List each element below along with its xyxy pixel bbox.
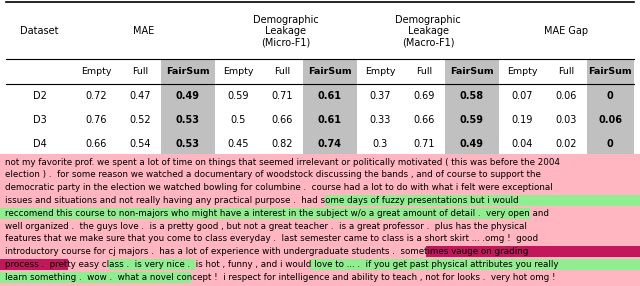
Text: FairSum: FairSum [308, 67, 351, 76]
Text: not my favorite prof. we spent a lot of time on things that seemed irrelevant or: not my favorite prof. we spent a lot of … [5, 158, 560, 167]
Text: 0.53: 0.53 [176, 115, 200, 125]
Text: 0.47: 0.47 [129, 91, 151, 101]
Text: issues and situations and not really having any practical purpose .  had some da: issues and situations and not really hav… [5, 196, 519, 205]
Text: 0.53: 0.53 [176, 139, 200, 149]
Text: 0.03: 0.03 [556, 115, 577, 125]
Text: Dataset: Dataset [20, 26, 59, 36]
Text: introductory course for cj majors .  has a lot of experience with undergraduate : introductory course for cj majors . has … [5, 247, 529, 256]
Bar [0, 272, 191, 283]
Text: 0.72: 0.72 [86, 91, 107, 101]
Text: Full: Full [132, 67, 148, 76]
Bar [426, 246, 640, 257]
Text: Table 3: Results on RMP Datasets (D2-D4): Table 3: Results on RMP Datasets (D2-D4) [204, 166, 436, 176]
Text: 0.74: 0.74 [318, 139, 342, 149]
Text: FairSum: FairSum [166, 67, 209, 76]
Text: 0.37: 0.37 [370, 91, 391, 101]
Text: MAE: MAE [133, 26, 154, 36]
Text: 0.76: 0.76 [86, 115, 107, 125]
Text: 0.59: 0.59 [228, 91, 249, 101]
Text: Full: Full [416, 67, 433, 76]
Text: process .  pretty easy class .  is very nice .  is hot , funny , and i would lov: process . pretty easy class . is very ni… [5, 260, 559, 269]
Text: 0: 0 [607, 91, 614, 101]
Text: 0.45: 0.45 [228, 139, 249, 149]
Bar [0, 208, 530, 219]
Text: features that we make sure that you come to class everyday .  last semester came: features that we make sure that you come… [5, 235, 538, 243]
Text: 0.02: 0.02 [556, 139, 577, 149]
Text: 0.71: 0.71 [413, 139, 435, 149]
Text: Demographic
Leakage
(Macro-F1): Demographic Leakage (Macro-F1) [395, 15, 461, 47]
Text: 0.19: 0.19 [512, 115, 533, 125]
Text: D4: D4 [33, 139, 47, 149]
Text: 0.71: 0.71 [271, 91, 293, 101]
Text: 0.54: 0.54 [129, 139, 151, 149]
Text: 0.3: 0.3 [373, 139, 388, 149]
Text: 0.49: 0.49 [176, 91, 200, 101]
Text: D3: D3 [33, 115, 47, 125]
Text: 0.04: 0.04 [512, 139, 533, 149]
Text: 0.06: 0.06 [556, 91, 577, 101]
Bar [108, 259, 195, 270]
Bar [325, 195, 640, 206]
Text: Empty: Empty [508, 67, 538, 76]
Text: 0.49: 0.49 [460, 139, 484, 149]
Text: Empty: Empty [81, 67, 111, 76]
Text: Empty: Empty [223, 67, 253, 76]
Text: learn something .  wow .  what a novel concept !  i respect for intelligence and: learn something . wow . what a novel con… [5, 273, 556, 282]
Text: 0.69: 0.69 [413, 91, 435, 101]
Text: Full: Full [558, 67, 575, 76]
Text: 0.59: 0.59 [460, 115, 484, 125]
Text: Empty: Empty [365, 67, 396, 76]
Text: 0.06: 0.06 [598, 115, 622, 125]
Text: 0.33: 0.33 [370, 115, 391, 125]
Text: 0.82: 0.82 [271, 139, 293, 149]
Bar [310, 259, 640, 270]
Bar [445, 59, 499, 156]
Text: 0.66: 0.66 [86, 139, 107, 149]
Bar [587, 59, 634, 156]
Text: election ) .  for some reason we watched a documentary of woodstock discussing t: election ) . for some reason we watched … [5, 170, 541, 179]
Text: 0.66: 0.66 [271, 115, 293, 125]
Text: FairSum: FairSum [450, 67, 493, 76]
Text: 0.07: 0.07 [512, 91, 533, 101]
Text: D2: D2 [33, 91, 47, 101]
Text: 0.52: 0.52 [129, 115, 151, 125]
Text: well organized .  the guys love .  is a pretty good , but not a great teacher . : well organized . the guys love . is a pr… [5, 222, 527, 231]
Text: FairSum: FairSum [588, 67, 632, 76]
Text: Demographic
Leakage
(Micro-F1): Demographic Leakage (Micro-F1) [253, 15, 319, 47]
Text: democratic party in the election we watched bowling for columbine .  course had : democratic party in the election we watc… [5, 183, 553, 192]
Bar [0, 259, 68, 270]
Text: 0.58: 0.58 [460, 91, 484, 101]
Text: 0: 0 [607, 139, 614, 149]
Text: reccomend this course to non-majors who might have a interest in the subject w/o: reccomend this course to non-majors who … [5, 209, 549, 218]
Text: 0.61: 0.61 [318, 115, 342, 125]
Text: 0.5: 0.5 [230, 115, 246, 125]
Text: 0.66: 0.66 [413, 115, 435, 125]
Text: MAE Gap: MAE Gap [544, 26, 588, 36]
Text: Full: Full [274, 67, 291, 76]
Text: 0.61: 0.61 [318, 91, 342, 101]
Bar [303, 59, 357, 156]
Bar [161, 59, 215, 156]
